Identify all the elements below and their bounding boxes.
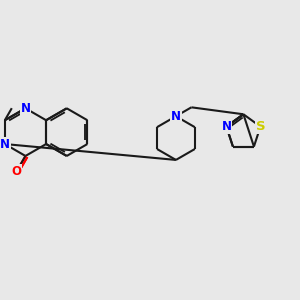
Text: O: O: [11, 165, 22, 178]
Text: N: N: [221, 120, 231, 133]
Text: N: N: [171, 110, 181, 123]
Text: N: N: [0, 137, 10, 151]
Text: N: N: [20, 102, 31, 115]
Text: S: S: [256, 120, 265, 133]
